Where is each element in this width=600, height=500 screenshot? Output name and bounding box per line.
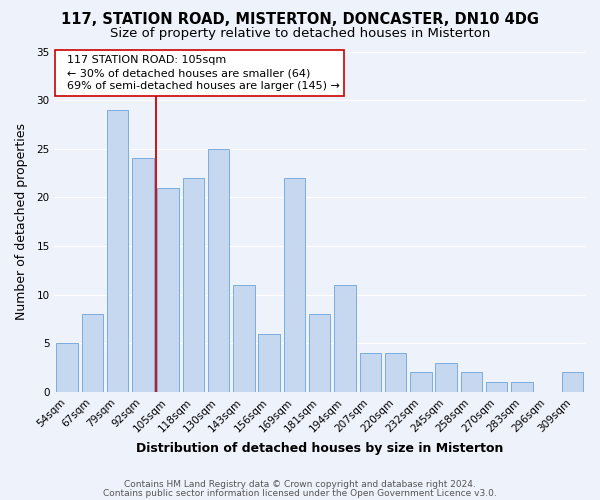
- Bar: [410, 372, 431, 392]
- Bar: [562, 372, 583, 392]
- Bar: [385, 353, 406, 392]
- Bar: [82, 314, 103, 392]
- Bar: [233, 285, 254, 392]
- Text: Contains HM Land Registry data © Crown copyright and database right 2024.: Contains HM Land Registry data © Crown c…: [124, 480, 476, 489]
- Bar: [284, 178, 305, 392]
- Bar: [157, 188, 179, 392]
- Bar: [259, 334, 280, 392]
- Bar: [461, 372, 482, 392]
- Text: 117 STATION ROAD: 105sqm
  ← 30% of detached houses are smaller (64)
  69% of se: 117 STATION ROAD: 105sqm ← 30% of detach…: [60, 55, 340, 92]
- Text: Contains public sector information licensed under the Open Government Licence v3: Contains public sector information licen…: [103, 489, 497, 498]
- Bar: [334, 285, 356, 392]
- Y-axis label: Number of detached properties: Number of detached properties: [15, 123, 28, 320]
- Bar: [486, 382, 508, 392]
- Bar: [182, 178, 204, 392]
- Bar: [208, 149, 229, 392]
- Text: 117, STATION ROAD, MISTERTON, DONCASTER, DN10 4DG: 117, STATION ROAD, MISTERTON, DONCASTER,…: [61, 12, 539, 28]
- Text: Size of property relative to detached houses in Misterton: Size of property relative to detached ho…: [110, 28, 490, 40]
- Bar: [511, 382, 533, 392]
- Bar: [436, 363, 457, 392]
- Bar: [309, 314, 331, 392]
- Bar: [107, 110, 128, 392]
- Bar: [132, 158, 154, 392]
- X-axis label: Distribution of detached houses by size in Misterton: Distribution of detached houses by size …: [136, 442, 503, 455]
- Bar: [359, 353, 381, 392]
- Bar: [56, 344, 78, 392]
